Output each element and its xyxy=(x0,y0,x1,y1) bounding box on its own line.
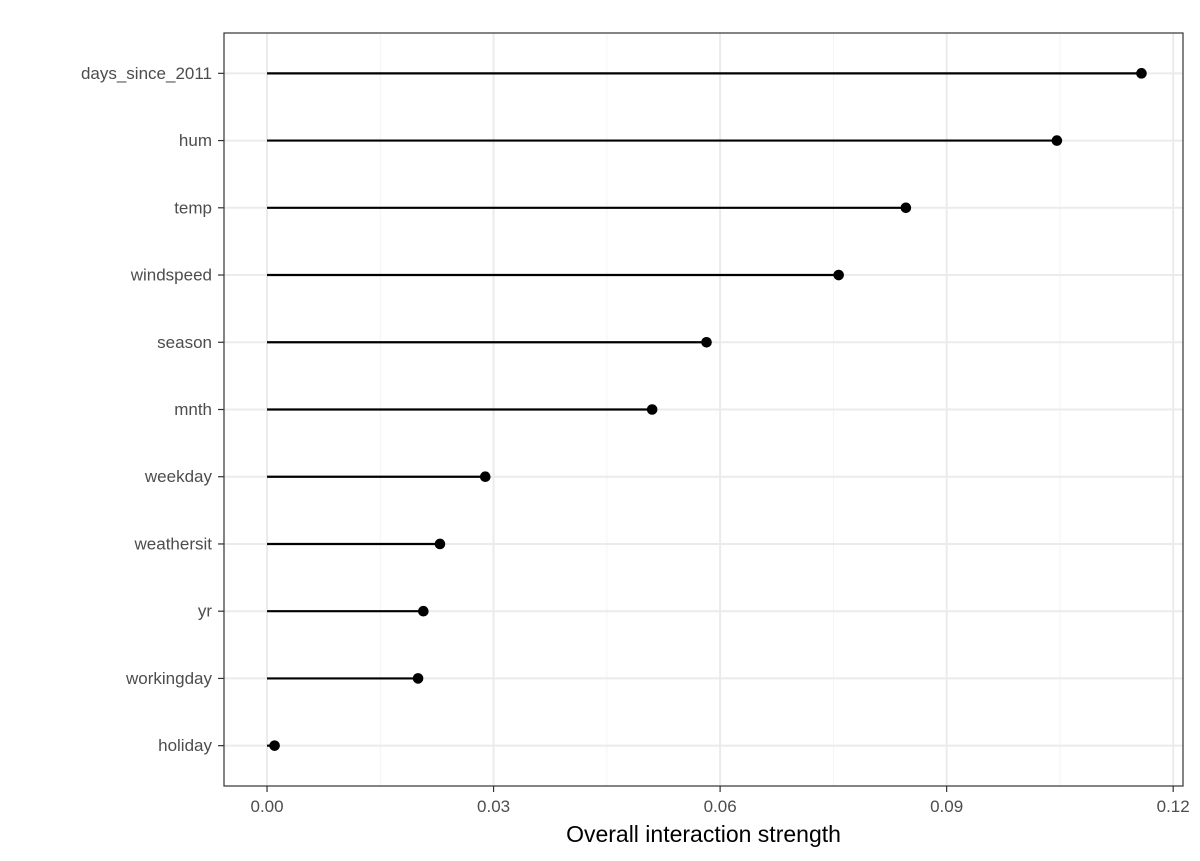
x-tick-label: 0.00 xyxy=(250,797,283,816)
x-tick-label: 0.12 xyxy=(1157,797,1190,816)
lollipop-point-hum xyxy=(1051,135,1063,146)
y-tick-label: mnth xyxy=(174,400,212,419)
x-axis-title: Overall interaction strength xyxy=(566,821,841,847)
lollipop-point-mnth xyxy=(646,404,658,415)
y-tick-label: days_since_2011 xyxy=(81,64,212,83)
lollipop-point-weathersit xyxy=(434,538,446,550)
lollipop-point-workingday xyxy=(412,673,424,684)
y-tick-label: weathersit xyxy=(134,534,213,553)
y-tick-label: temp xyxy=(174,198,212,217)
lollipop-point-season xyxy=(701,336,712,348)
lollipop-point-days_since_2011 xyxy=(1136,68,1147,79)
x-tick-label: 0.09 xyxy=(930,797,963,816)
y-tick-label: holiday xyxy=(158,736,212,755)
lollipop-point-temp xyxy=(900,202,912,214)
lollipop-point-windspeed xyxy=(833,269,844,281)
lollipop-point-holiday xyxy=(269,740,280,751)
y-tick-label: workingday xyxy=(125,669,212,688)
y-tick-label: season xyxy=(157,333,212,352)
y-tick-label: hum xyxy=(179,131,212,150)
x-tick-label: 0.03 xyxy=(477,797,510,816)
y-tick-label: weekday xyxy=(144,467,213,486)
lollipop-point-weekday xyxy=(479,471,491,483)
x-tick-label: 0.06 xyxy=(704,797,737,816)
marks-layer xyxy=(267,68,1147,751)
y-tick-label: windspeed xyxy=(130,266,212,285)
y-tick-label: yr xyxy=(198,602,213,621)
lollipop-point-yr xyxy=(418,605,429,617)
